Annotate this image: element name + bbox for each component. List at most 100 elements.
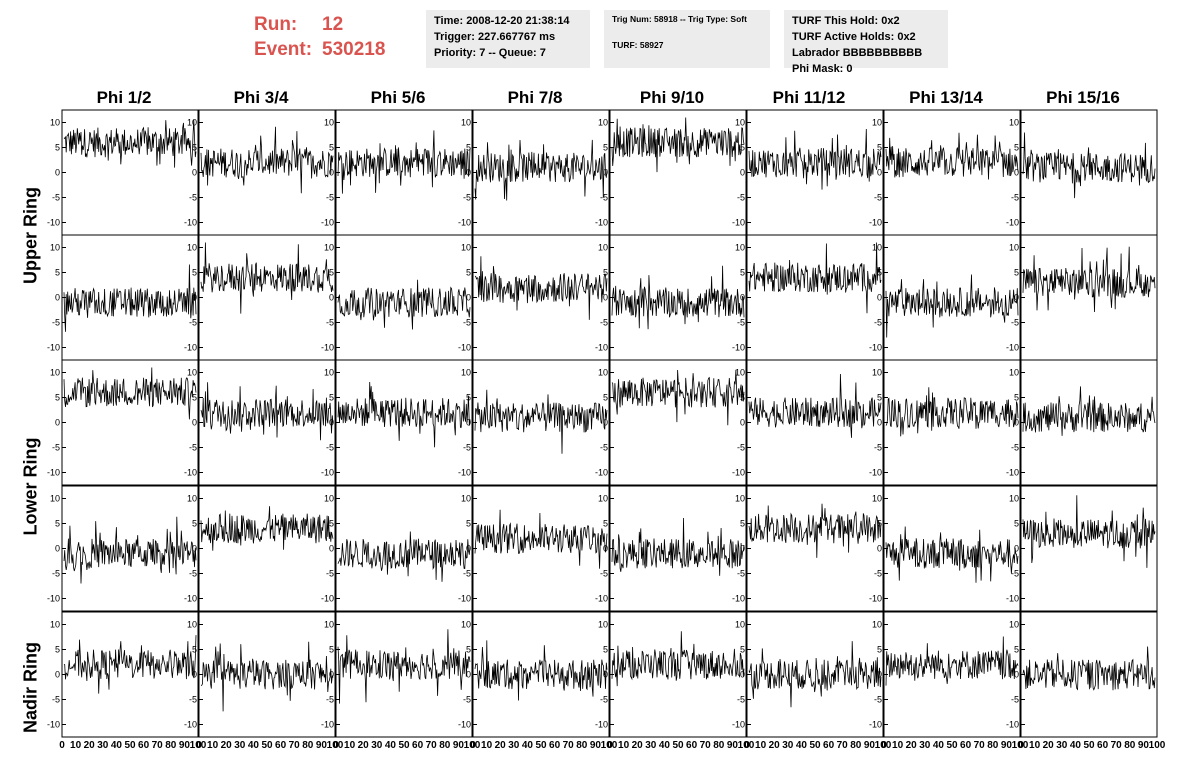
x-tick-label: 70 (152, 740, 164, 751)
x-tick-label: 60 (275, 740, 287, 751)
waveform-panel: 10 5 0 -5 -10 (869, 109, 1021, 236)
y-tick-label: 0 (877, 544, 882, 554)
waveform-panel: 10 5 0 -5 -10 (595, 234, 747, 361)
waveform-panel: 10 5 0 -5 -10 (321, 109, 473, 236)
y-tick-label: 5 (740, 393, 745, 403)
panel-frame (61, 109, 199, 236)
y-tick-label: 5 (192, 143, 197, 153)
labrador-text: Labrador BBBBBBBBBB (792, 47, 923, 59)
x-tick-label: 0 (470, 740, 476, 751)
waveform-panel: 10 5 0 -5 -10 (184, 359, 336, 486)
waveform-panel: 10 5 0 -5 -10 (184, 234, 336, 361)
y-tick-label: 0 (1014, 670, 1019, 680)
x-tick-label: 40 (659, 740, 671, 751)
y-tick-label: -10 (869, 720, 882, 730)
y-tick-label: 10 (872, 118, 882, 128)
waveform-panel: 10 5 0 -5 -10 (1006, 109, 1158, 236)
y-tick-label: 0 (55, 418, 60, 428)
y-tick-label: 5 (466, 645, 471, 655)
y-tick-label: -10 (458, 218, 471, 228)
x-tick-label: 50 (261, 740, 273, 751)
waveform-panel: 10 5 0 -5 -10 (47, 234, 199, 361)
x-tick-label: 60 (1097, 740, 1109, 751)
x-tick-label: 30 (1056, 740, 1068, 751)
x-tick-label: 70 (974, 740, 986, 751)
y-tick-label: -10 (869, 594, 882, 604)
y-tick-label: 10 (598, 494, 608, 504)
x-tick-label: 40 (1070, 740, 1082, 751)
y-tick-label: 5 (740, 268, 745, 278)
panel-frame (746, 485, 884, 612)
waveform-trace (611, 517, 745, 576)
x-tick-label: 0 (196, 740, 202, 751)
y-tick-label: -10 (321, 594, 334, 604)
waveform-panel: 10 5 0 -5 -10 (184, 109, 336, 236)
y-tick-label: -10 (47, 720, 60, 730)
waveform-panel: 10 5 0 -5 -10 (1006, 611, 1158, 738)
y-tick-label: -5 (52, 569, 60, 579)
x-tick-label: 30 (645, 740, 657, 751)
x-tick-label: 20 (906, 740, 918, 751)
y-tick-label: 10 (50, 620, 60, 630)
y-tick-label: -5 (326, 443, 334, 453)
y-tick-label: -10 (595, 468, 608, 478)
y-tick-label: -5 (600, 318, 608, 328)
y-tick-label: -5 (326, 695, 334, 705)
y-tick-label: -10 (1006, 720, 1019, 730)
waveform-trace (1022, 495, 1156, 568)
y-tick-label: 5 (603, 143, 608, 153)
y-tick-label: -10 (184, 594, 197, 604)
waveform-trace (611, 631, 745, 687)
y-tick-label: -5 (189, 318, 197, 328)
y-tick-label: -10 (869, 468, 882, 478)
waveform-trace (200, 242, 334, 314)
x-tick-label: 80 (850, 740, 862, 751)
y-tick-label: 5 (1014, 645, 1019, 655)
x-tick-label: 40 (248, 740, 260, 751)
x-tick-label: 10 (1029, 740, 1041, 751)
waveform-panel: 10 5 0 -5 -10 (47, 611, 199, 738)
waveform-panel: 10 5 0 -5 -10 (458, 234, 610, 361)
waveform-trace (63, 264, 197, 332)
waveform-panel: 10 5 0 -5 -10 (595, 485, 747, 612)
waveform-trace (337, 279, 471, 330)
x-tick-label: 20 (632, 740, 644, 751)
y-tick-label: -10 (184, 343, 197, 353)
y-tick-label: 10 (735, 620, 745, 630)
x-tick-label: 20 (84, 740, 96, 751)
panel-frame (198, 359, 336, 486)
phi-header: Phi 3/4 (233, 88, 289, 107)
y-tick-label: 5 (877, 519, 882, 529)
waveform-panel: 10 5 0 -5 -10 (869, 234, 1021, 361)
y-tick-label: -5 (52, 193, 60, 203)
x-tick-label: 0 (333, 740, 339, 751)
x-tick-label: 70 (426, 740, 438, 751)
waveform-trace (474, 640, 608, 701)
x-tick-label: 90 (1138, 740, 1150, 751)
waveform-trace (200, 641, 334, 712)
x-tick-label: 40 (522, 740, 534, 751)
y-tick-label: 5 (1014, 143, 1019, 153)
waveform-trace (337, 381, 471, 448)
y-tick-label: 10 (735, 494, 745, 504)
waveform-panel: 10 5 0 -5 -10 (1006, 359, 1158, 486)
y-tick-label: 0 (603, 670, 608, 680)
y-tick-label: -5 (189, 695, 197, 705)
y-tick-label: 0 (55, 670, 60, 680)
x-tick-label: 100 (875, 740, 892, 751)
x-tick-label: 0 (744, 740, 750, 751)
x-tick-label: 20 (221, 740, 233, 751)
x-tick-label: 60 (960, 740, 972, 751)
x-tick-label: 60 (549, 740, 561, 751)
y-tick-label: 5 (1014, 519, 1019, 529)
y-tick-label: 10 (1009, 243, 1019, 253)
y-tick-label: 10 (50, 494, 60, 504)
run-value: 12 (322, 14, 344, 35)
y-tick-label: -5 (52, 318, 60, 328)
y-tick-label: 10 (735, 118, 745, 128)
y-tick-label: -5 (463, 443, 471, 453)
y-tick-label: -10 (595, 218, 608, 228)
x-tick-label: 50 (535, 740, 547, 751)
y-tick-label: -5 (737, 443, 745, 453)
